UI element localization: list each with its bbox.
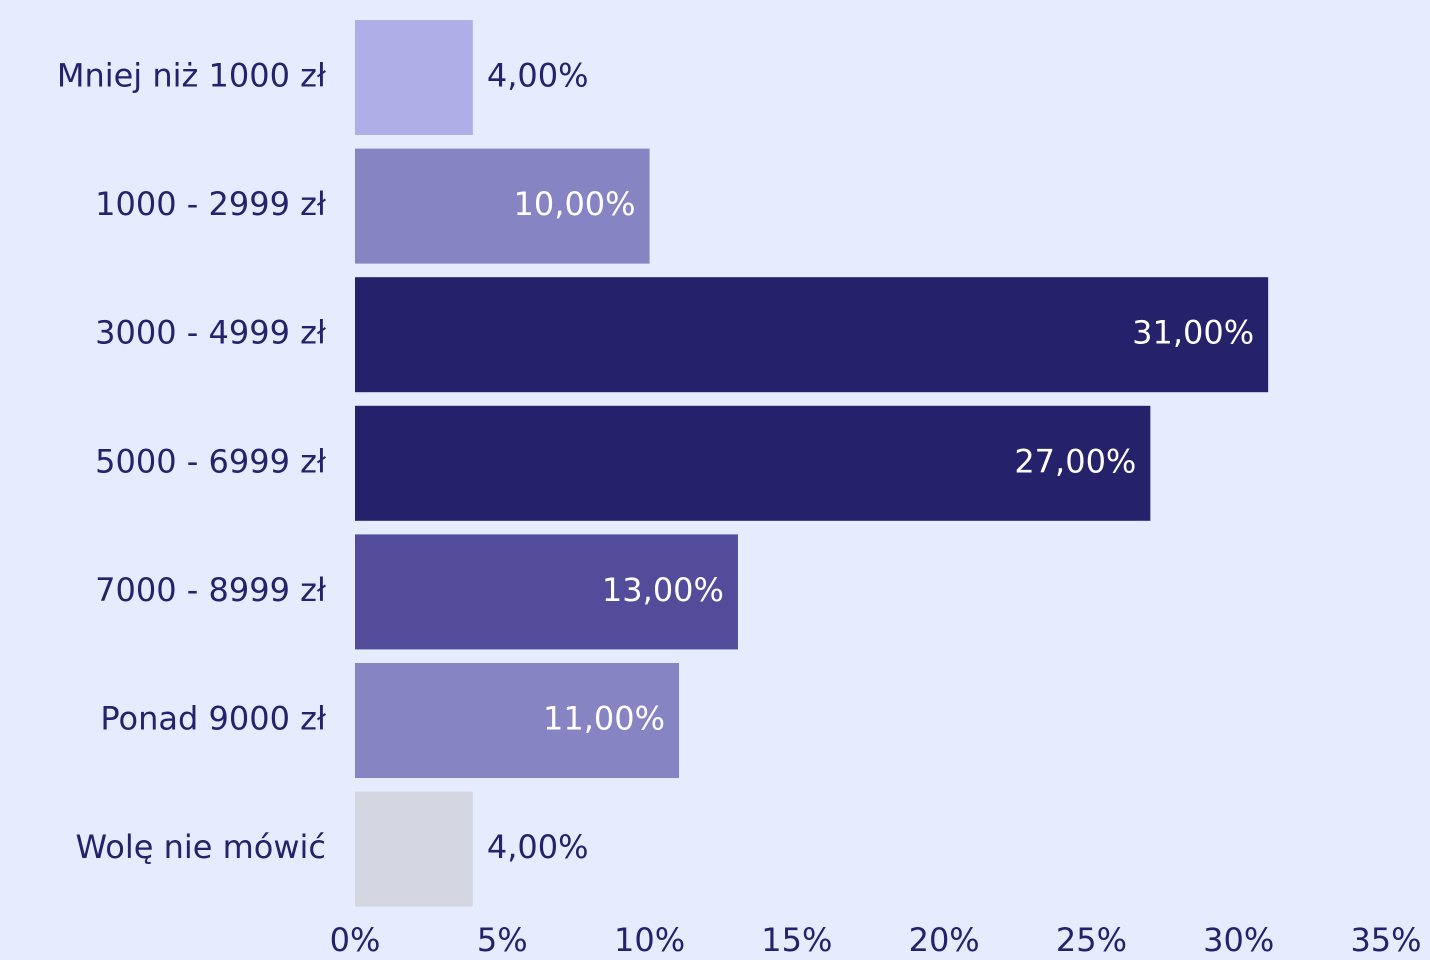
bar — [355, 405, 1151, 521]
x-tick-label: 30% — [1203, 921, 1274, 959]
x-tick-label: 0% — [330, 921, 381, 959]
x-tick-label: 20% — [909, 921, 980, 959]
bar — [355, 20, 473, 135]
bar — [355, 148, 650, 264]
x-tick-label: 35% — [1350, 921, 1421, 959]
category-label: 7000 - 8999 zł — [95, 571, 327, 609]
bar — [355, 791, 473, 907]
category-label: Ponad 9000 zł — [100, 700, 327, 738]
value-label: 31,00% — [1132, 314, 1254, 352]
category-label: Mniej niż 1000 zł — [57, 57, 327, 95]
category-label: 3000 - 4999 zł — [95, 314, 327, 352]
bar — [355, 534, 738, 650]
value-label: 4,00% — [487, 828, 589, 866]
value-label: 10,00% — [514, 185, 636, 223]
value-label: 13,00% — [602, 571, 724, 609]
category-label: 1000 - 2999 zł — [95, 185, 327, 223]
x-tick-label: 5% — [477, 921, 528, 959]
category-label: 5000 - 6999 zł — [95, 442, 327, 480]
bar — [355, 277, 1269, 393]
x-tick-label: 15% — [761, 921, 832, 959]
value-label: 11,00% — [543, 700, 665, 738]
value-label: 27,00% — [1014, 442, 1136, 480]
bar — [355, 663, 680, 778]
category-label: Wolę nie mówić — [75, 828, 326, 866]
value-label: 4,00% — [487, 57, 589, 95]
x-tick-label: 10% — [614, 921, 685, 959]
x-tick-label: 25% — [1056, 921, 1127, 959]
